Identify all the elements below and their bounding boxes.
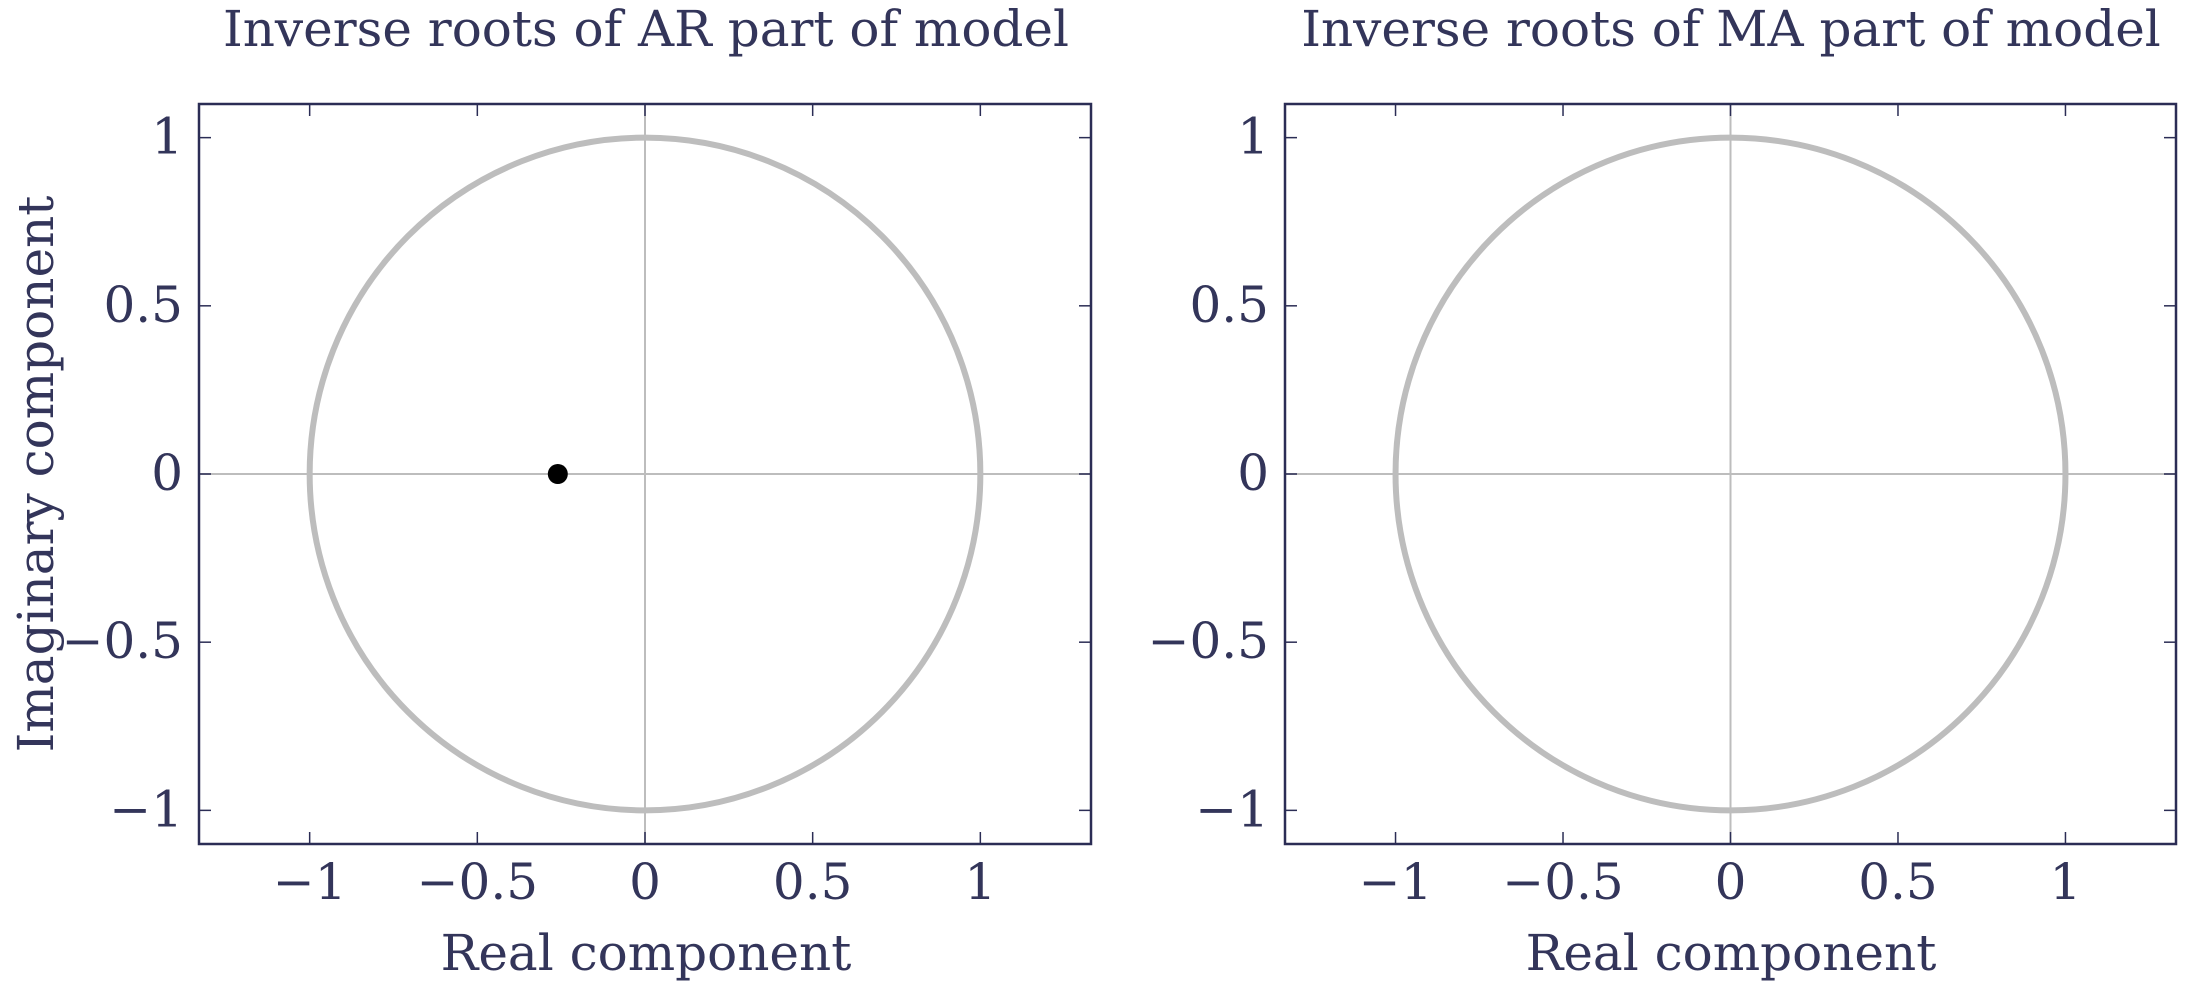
- ar-y-tick-label: 0: [151, 444, 183, 502]
- ar-x-tick-label: −0.5: [417, 853, 538, 911]
- ma-title: Inverse roots of MA part of model: [1301, 0, 2161, 58]
- ma-x-tick-label: 1: [2050, 853, 2082, 911]
- ar-y-tick-label: −1: [109, 780, 183, 838]
- ar-plot-area: −1 −0.5 0 0.5 1 −1 −0.5 0 0.5 1: [62, 102, 1093, 911]
- ma-y-tick-label: −0.5: [1148, 612, 1269, 670]
- ma-x-tick-label: 0: [1715, 853, 1747, 911]
- ar-title: Inverse roots of AR part of model: [223, 0, 1069, 58]
- ar-x-axis-label: Real component: [441, 924, 852, 982]
- ma-panel: Inverse roots of MA part of model −1 −0.5…: [1148, 0, 2178, 982]
- ar-y-axis-label: Imaginary component: [7, 196, 65, 753]
- ar-x-tick-label: 1: [964, 853, 996, 911]
- ma-y-tick-label: 0.5: [1189, 276, 1269, 334]
- ma-x-tick-label: −0.5: [1502, 853, 1623, 911]
- ar-y-tick-label: 0.5: [103, 276, 183, 334]
- ma-unit-circle: [1392, 134, 2069, 814]
- ma-y-tick-label: 0: [1237, 444, 1269, 502]
- ma-plot-area: −1 −0.5 0 0.5 1 −1 −0.5 0 0.5 1: [1148, 102, 2178, 911]
- ma-y-tick-label: −1: [1195, 780, 1269, 838]
- ma-x-axis-label: Real component: [1526, 924, 1937, 982]
- ar-y-tick-label: 1: [151, 108, 183, 166]
- ar-x-tick-label: 0.5: [773, 853, 853, 911]
- ar-unit-circle: [306, 134, 984, 814]
- ma-x-tick-label: 0.5: [1858, 853, 1938, 911]
- ar-y-tick-label: −0.5: [62, 612, 183, 670]
- ar-panel: Inverse roots of AR part of model −1 −0.5…: [7, 0, 1093, 982]
- ma-y-tick-label: 1: [1237, 108, 1269, 166]
- ma-x-tick-label: −1: [1359, 853, 1433, 911]
- ar-x-tick-label: −1: [273, 853, 347, 911]
- ar-inverse-root-point: [547, 464, 568, 484]
- ar-x-tick-label: 0: [629, 853, 661, 911]
